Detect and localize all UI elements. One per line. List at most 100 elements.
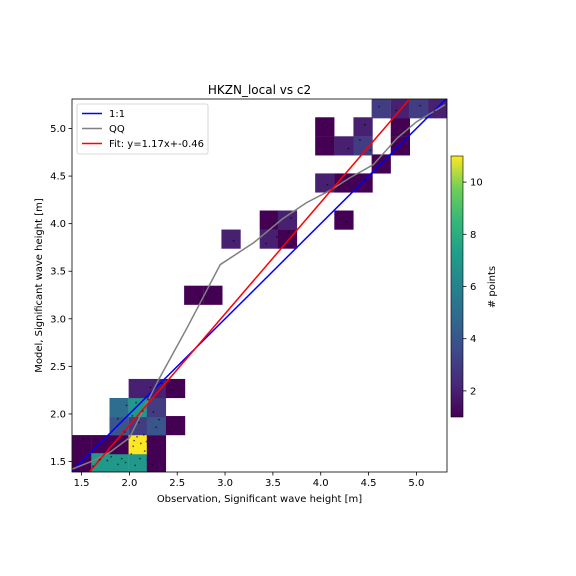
heatmap-cell — [146, 397, 167, 418]
heatmap-cell — [109, 397, 129, 418]
scatter-point — [347, 147, 350, 150]
heatmap-cell — [334, 136, 354, 156]
scatter-point — [117, 463, 119, 466]
heatmap-cell — [165, 416, 186, 436]
x-tick-label: 4.5 — [361, 478, 377, 489]
scatter-point — [106, 459, 109, 462]
heatmap-cell — [259, 210, 279, 230]
y-tick-label: 2.0 — [50, 409, 66, 420]
scatter-point — [143, 450, 146, 452]
scatter-point — [147, 398, 150, 401]
scatter-point — [139, 457, 141, 460]
scatter-point — [382, 164, 385, 167]
heatmap-cell — [91, 453, 111, 472]
heatmap-cell — [128, 397, 148, 418]
scatter-point — [272, 221, 275, 224]
scatter-point — [151, 463, 154, 466]
scatter-point — [123, 431, 126, 433]
colorbar: 2 4 6 8 10 # points — [450, 155, 498, 418]
scatter-point — [134, 464, 137, 467]
colorbar-tick-label: 10 — [470, 178, 483, 189]
scatter-point — [138, 421, 140, 424]
y-tick-label: 2.5 — [50, 362, 66, 373]
scatter-point — [158, 418, 160, 421]
scatter-point — [146, 458, 149, 461]
heatmap-cell — [165, 378, 186, 399]
heatmap-cell — [146, 416, 167, 436]
x-tick-label: 1.5 — [74, 478, 90, 489]
scatter-point — [130, 453, 133, 455]
scatter-point — [131, 414, 134, 417]
x-tick-label: 3.0 — [217, 478, 233, 489]
scatter-point — [364, 178, 367, 181]
scatter-point — [145, 440, 148, 443]
heatmap-cell — [146, 378, 167, 399]
colorbar-gradient — [450, 155, 464, 418]
x-tick-label: 2.0 — [121, 478, 137, 489]
scatter-point — [287, 231, 290, 234]
heatmap-cell — [203, 285, 223, 305]
heatmap-cell — [353, 117, 373, 137]
scatter-point — [369, 149, 372, 152]
heatmap-cell — [334, 210, 354, 230]
scatter-point — [275, 236, 278, 238]
series-line-2 — [88, 99, 410, 472]
heatmap-cell — [109, 416, 129, 436]
scatter-point — [395, 109, 398, 112]
scatter-points — [82, 104, 436, 468]
heatmap-cells — [72, 99, 447, 472]
scatter-point — [232, 239, 235, 242]
heatmap-cell — [128, 378, 148, 399]
scatter-point — [404, 128, 406, 131]
plot-frame — [71, 98, 448, 473]
scatter-point — [141, 410, 144, 413]
heatmap-cell — [146, 453, 167, 472]
scatter-point — [155, 426, 158, 429]
heatmap-cell — [353, 173, 373, 193]
y-tick-label: 5.0 — [50, 124, 66, 135]
y-tick-label: 3.0 — [50, 314, 66, 325]
scatter-point — [290, 217, 292, 219]
colorbar-tick-label: 4 — [470, 334, 476, 345]
scatter-point — [419, 104, 422, 107]
scatter-point — [133, 439, 136, 442]
scatter-point — [359, 139, 361, 141]
heatmap-cell — [128, 435, 148, 455]
heatmap-cell — [277, 229, 298, 249]
scatter-point — [142, 433, 145, 436]
colorbar-tick-label: 6 — [470, 282, 476, 293]
scatter-point — [132, 445, 135, 448]
y-axis-label: Model, Significant wave height [m] — [34, 198, 45, 373]
heatmap-cell — [72, 435, 92, 455]
scatter-point — [345, 220, 348, 223]
scatter-point — [338, 186, 340, 189]
x-axis-ticks: 1.5 2.0 2.5 3.0 3.5 4.0 4.5 5.0 — [74, 472, 424, 489]
heatmap-cell — [221, 229, 241, 249]
heatmap-cell — [353, 136, 373, 156]
legend: 1:1 QQ Fit: y=1.17x+-0.46 — [76, 103, 209, 155]
y-tick-label: 3.5 — [50, 267, 66, 278]
scatter-point — [124, 461, 127, 464]
series-line-1 — [72, 104, 446, 470]
series-lines — [72, 99, 447, 472]
y-tick-label: 4.0 — [50, 219, 66, 230]
x-tick-label: 5.0 — [408, 478, 424, 489]
x-tick-label: 3.5 — [265, 478, 281, 489]
heatmap-cell — [315, 117, 335, 137]
y-tick-label: 1.5 — [50, 457, 66, 468]
legend-label-fit: Fit: y=1.17x+-0.46 — [109, 139, 204, 150]
heatmap-cell — [184, 285, 204, 305]
heatmap-cell — [128, 453, 148, 472]
scatter-point — [215, 293, 218, 295]
heatmap-cell — [91, 435, 111, 455]
heatmap-cell — [315, 136, 335, 156]
chart-title: HKZN_local vs c2 — [208, 83, 311, 97]
series-line-0 — [72, 99, 447, 472]
scatter-point — [402, 142, 404, 145]
heatmap-cell — [408, 99, 429, 119]
heatmap-cell — [277, 210, 298, 230]
scatter-point — [168, 430, 171, 432]
x-axis-label: Observation, Significant wave height [m] — [157, 494, 362, 505]
scatter-point — [171, 389, 174, 392]
scatter-point — [433, 110, 436, 113]
